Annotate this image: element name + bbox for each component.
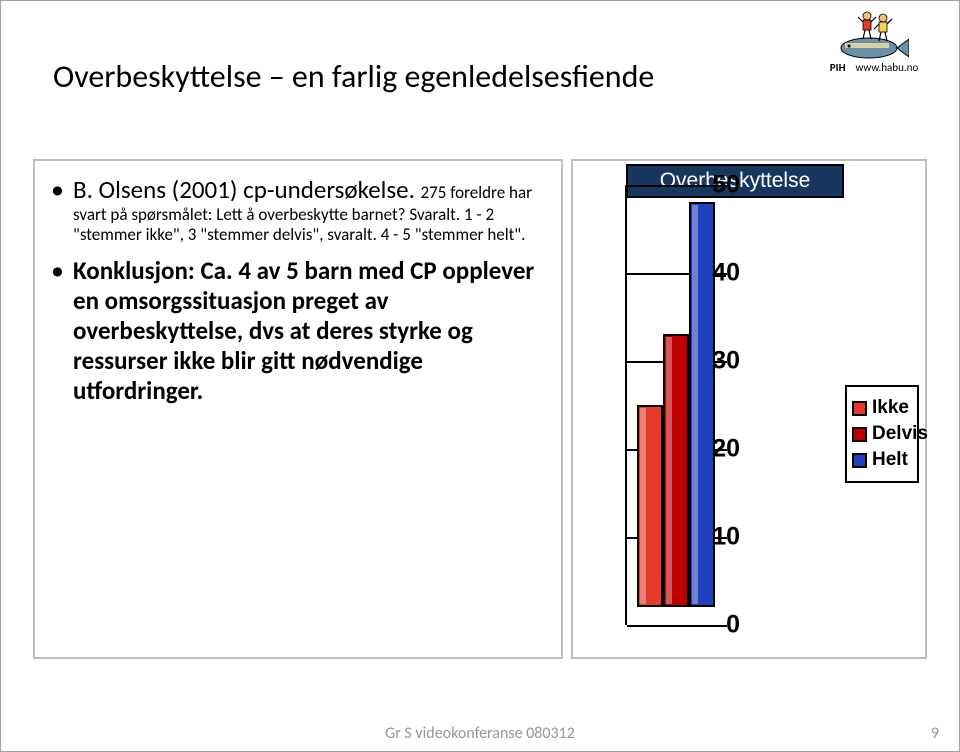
legend-label: Ikke bbox=[872, 397, 909, 419]
legend-row: Ikke bbox=[852, 397, 912, 419]
logo-url: www.habu.no bbox=[856, 61, 919, 74]
legend-row: Helt bbox=[852, 449, 912, 471]
bullet-1: B. Olsens (2001) cp-undersøkelse. 275 fo… bbox=[47, 175, 549, 246]
chart-ytick: 40 bbox=[700, 259, 740, 288]
chart-bar-highlight bbox=[640, 408, 646, 604]
chart-bar-highlight bbox=[692, 205, 698, 604]
legend-label: Helt bbox=[872, 449, 908, 471]
text-box: B. Olsens (2001) cp-undersøkelse. 275 fo… bbox=[33, 159, 563, 659]
chart-bar-delvis bbox=[663, 334, 689, 607]
chart-ytick: 20 bbox=[700, 435, 740, 464]
legend-swatch bbox=[852, 453, 867, 468]
bullet-1-main: B. Olsens (2001) cp-undersøkelse. bbox=[73, 174, 421, 205]
logo-graphic bbox=[839, 11, 909, 61]
chart-ytick: 0 bbox=[700, 611, 740, 640]
chart-ytick: 50 bbox=[700, 171, 740, 200]
chart-plot-area: 01020304050 bbox=[573, 175, 848, 643]
page-title: Overbeskyttelse – en farlig egenledelses… bbox=[53, 57, 654, 96]
bullet-2: Konklusjon: Ca. 4 av 5 barn med CP opple… bbox=[47, 256, 549, 406]
chart-legend: Ikke Delvis Helt bbox=[845, 385, 919, 483]
logo-pih: PIH bbox=[830, 61, 846, 74]
chart-bar-highlight bbox=[666, 337, 672, 604]
slide: Overbeskyttelse – en farlig egenledelses… bbox=[0, 0, 960, 752]
chart-ytick: 30 bbox=[700, 347, 740, 376]
logo-text: PIH www.habu.no bbox=[819, 61, 929, 74]
chart-ytick: 10 bbox=[700, 523, 740, 552]
legend-swatch bbox=[852, 401, 867, 416]
bullet-2-text: Konklusjon: Ca. 4 av 5 barn med CP opple… bbox=[73, 255, 534, 406]
person-yellow-icon bbox=[873, 13, 893, 43]
legend-label: Delvis bbox=[872, 423, 928, 445]
legend-row: Delvis bbox=[852, 423, 912, 445]
chart-bar-ikke bbox=[637, 405, 663, 607]
chart-axis-area bbox=[625, 185, 725, 625]
logo-area: PIH www.habu.no bbox=[819, 11, 929, 74]
legend-swatch bbox=[852, 427, 867, 442]
chart-box: Overbeskyttelse 01020304050 IkkeDelvisHe… bbox=[571, 159, 927, 659]
footer-text: Gr S videokonferanse 080312 bbox=[1, 724, 959, 743]
page-number: 9 bbox=[931, 724, 939, 743]
